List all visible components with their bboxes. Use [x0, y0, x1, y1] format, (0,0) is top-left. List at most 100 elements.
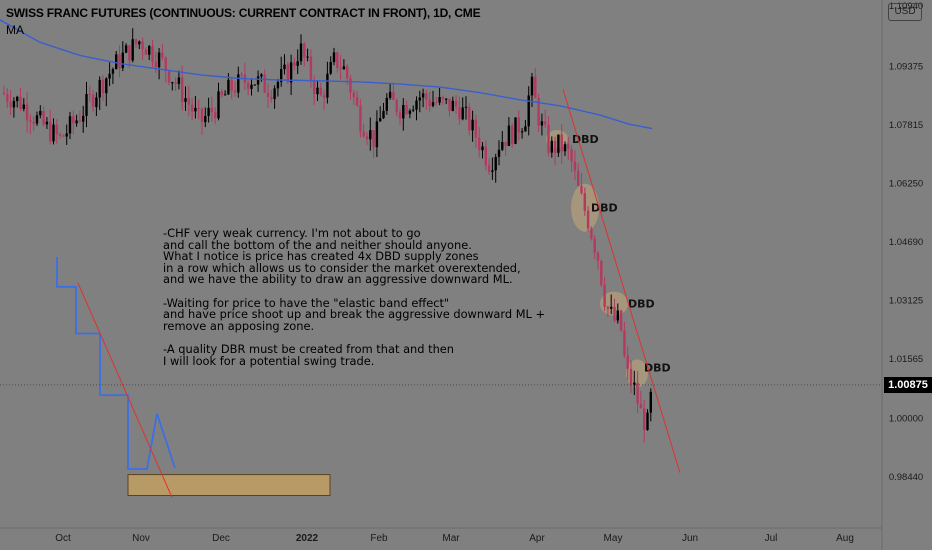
candles: [2, 28, 652, 443]
candle: [12, 97, 16, 118]
candle: [494, 153, 497, 183]
candle: [121, 41, 124, 72]
candle: [626, 346, 629, 381]
ma-indicator-label[interactable]: MA: [6, 23, 24, 37]
candle: [217, 82, 220, 121]
moving-average-line: [0, 19, 653, 130]
candle: [359, 99, 362, 138]
candle: [375, 110, 379, 157]
candle: [577, 162, 580, 187]
candle: [412, 105, 415, 113]
candle: [270, 89, 273, 103]
candle: [332, 47, 336, 66]
candle: [349, 75, 352, 100]
candle: [408, 108, 412, 119]
candle: [289, 54, 293, 95]
candle: [458, 96, 461, 125]
candle: [39, 105, 42, 119]
candle: [474, 114, 478, 148]
candle: [590, 226, 593, 241]
sketch-price-path: [56, 257, 176, 470]
candle: [524, 119, 527, 132]
candle: [273, 85, 276, 109]
candle: [382, 102, 385, 119]
candle: [586, 206, 590, 232]
x-tick-label: 2022: [296, 533, 319, 544]
sketch-trendline: [77, 282, 173, 498]
candle: [95, 92, 98, 116]
candle: [280, 56, 283, 87]
candle: [6, 88, 9, 109]
candle: [247, 80, 250, 96]
candle: [365, 132, 369, 145]
candle: [45, 117, 49, 129]
y-tick-label: 1.09375: [889, 62, 923, 73]
candle: [405, 100, 408, 115]
candle: [181, 65, 184, 111]
candle: [184, 86, 187, 111]
x-tick-label: Dec: [212, 533, 230, 544]
candle: [544, 109, 547, 128]
candle: [148, 44, 151, 60]
x-tick-label: Oct: [55, 533, 71, 544]
candle: [441, 95, 445, 105]
candle: [197, 99, 200, 120]
candle: [639, 390, 643, 409]
dbd-zone-label: DBD: [591, 202, 618, 215]
candle: [214, 107, 217, 125]
candle: [435, 96, 438, 106]
candle: [355, 90, 359, 107]
y-tick-label: 1.07815: [889, 120, 923, 131]
candle: [580, 172, 583, 195]
candle: [636, 371, 639, 414]
candle: [276, 78, 280, 97]
candle: [250, 79, 253, 96]
x-tick-label: Mar: [442, 533, 460, 544]
dbd-zone-label: DBD: [628, 298, 655, 311]
candle: [583, 187, 586, 216]
candle: [438, 87, 441, 106]
candle: [190, 98, 194, 121]
candle: [293, 57, 296, 71]
candle: [237, 66, 240, 98]
currency-button[interactable]: USD: [888, 3, 922, 21]
candle: [78, 110, 82, 124]
candle: [124, 43, 128, 54]
candle: [464, 96, 468, 120]
candle: [174, 77, 177, 91]
candle: [454, 95, 458, 115]
candle: [111, 67, 115, 85]
candle: [85, 81, 88, 128]
candle: [395, 98, 398, 117]
candle: [362, 123, 365, 138]
candle: [385, 93, 388, 115]
candle: [115, 51, 118, 70]
candle: [35, 111, 39, 126]
candle: [157, 48, 161, 80]
candle: [72, 110, 75, 135]
candle: [603, 277, 606, 312]
candle: [105, 77, 108, 107]
x-tick-label: Feb: [370, 533, 388, 544]
candle: [82, 105, 85, 133]
candle: [445, 97, 448, 105]
candle: [91, 90, 95, 112]
candle: [534, 67, 537, 99]
x-tick-label: Jun: [682, 533, 698, 544]
candle: [619, 309, 623, 333]
candle: [339, 55, 342, 80]
candle: [388, 84, 392, 100]
candle: [451, 96, 454, 112]
candle: [593, 235, 596, 260]
y-tick-label: 0.98440: [889, 472, 923, 483]
y-tick-label: 1.10940: [889, 1, 923, 12]
candle: [613, 298, 616, 323]
candle: [342, 59, 346, 70]
candle: [633, 370, 636, 395]
candle: [62, 134, 65, 138]
candle: [296, 49, 299, 74]
candle: [151, 39, 154, 67]
candle: [428, 91, 431, 112]
candle: [421, 88, 425, 108]
